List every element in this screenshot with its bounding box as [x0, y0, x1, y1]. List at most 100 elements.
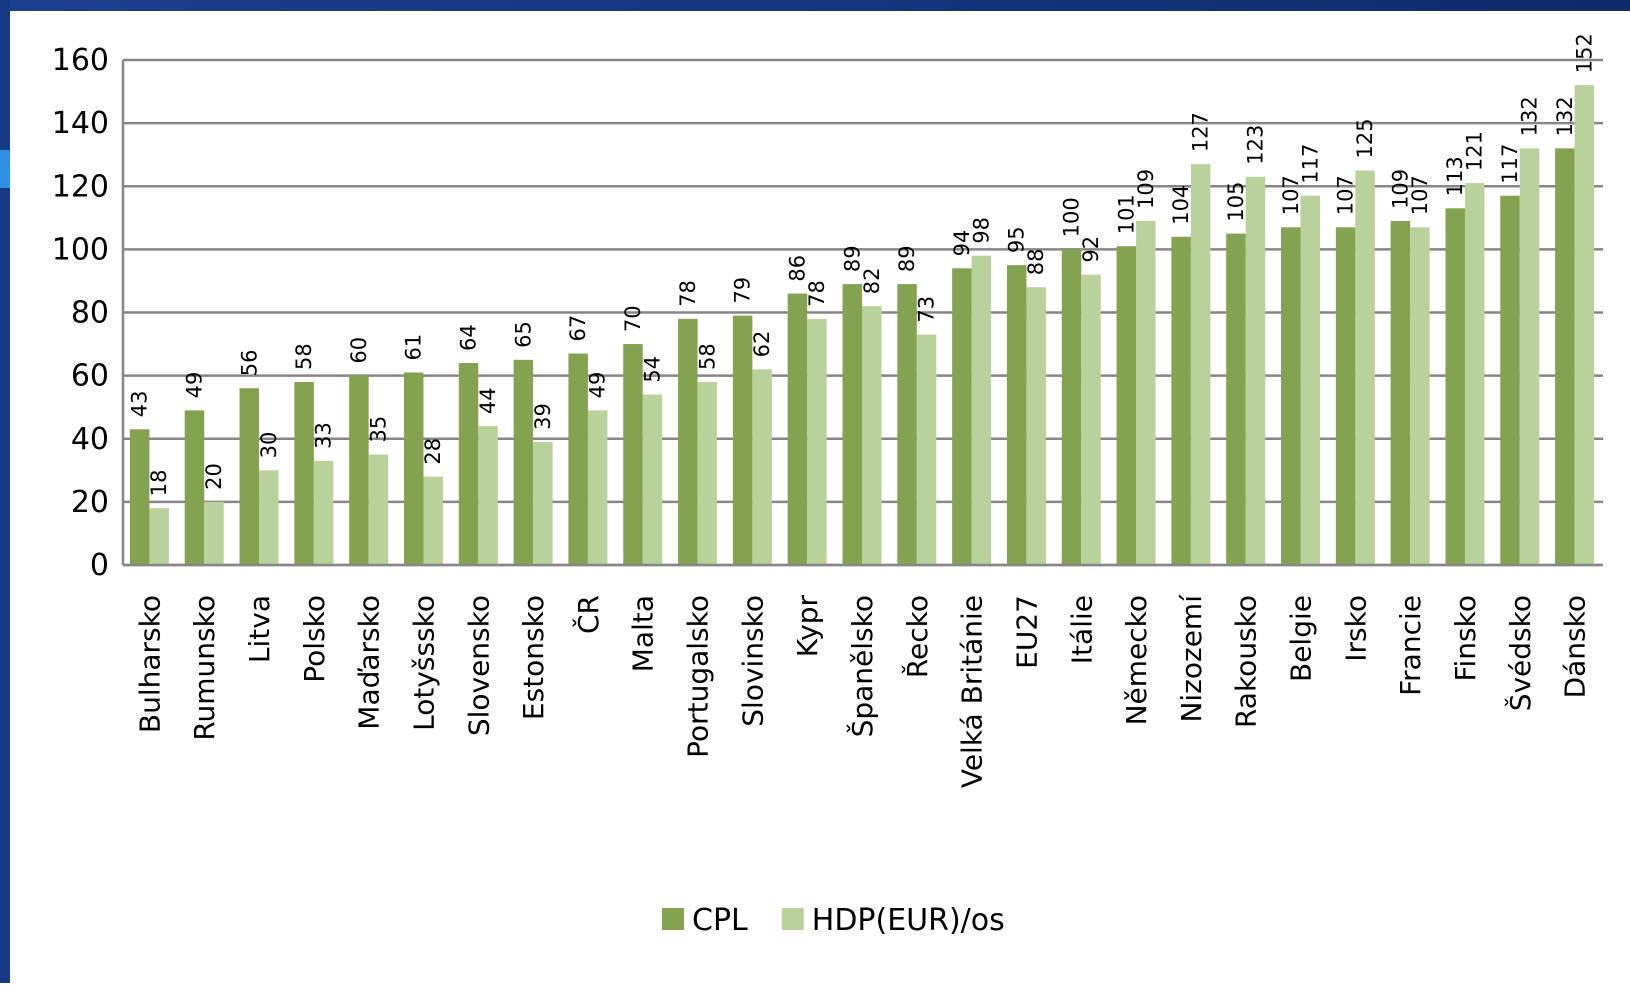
data-label: 54	[640, 356, 664, 383]
data-label: 86	[785, 255, 809, 282]
bar	[458, 363, 479, 565]
bar	[1171, 236, 1191, 565]
bar	[129, 429, 150, 565]
data-label: 121	[1463, 131, 1487, 171]
data-label: 152	[1572, 33, 1596, 73]
y-tick-label: 0	[90, 548, 109, 583]
data-label: 35	[366, 416, 390, 443]
data-label: 58	[292, 343, 316, 370]
bar	[204, 501, 224, 565]
x-tick-label: Velká Británie	[956, 595, 989, 788]
data-label: 56	[237, 350, 261, 377]
legend: CPL HDP(EUR)/os	[662, 903, 1005, 938]
x-tick-label: Lotyšssko	[407, 595, 440, 731]
y-tick-label: 80	[71, 296, 109, 331]
data-label: 73	[915, 296, 939, 323]
bar	[368, 454, 389, 565]
data-label: 89	[840, 245, 864, 272]
bar	[1519, 148, 1540, 565]
y-tick-label: 140	[52, 106, 109, 141]
x-tick-label: Dánsko	[1559, 595, 1592, 698]
legend-swatch	[662, 908, 684, 930]
legend-label: HDP(EUR)/os	[812, 903, 1005, 938]
data-label: 39	[531, 403, 555, 430]
bar	[787, 293, 808, 565]
data-label: 64	[457, 324, 481, 351]
x-tick-label: Slovensko	[462, 595, 495, 736]
bar	[862, 306, 882, 565]
bar	[897, 284, 917, 565]
frame-top	[0, 0, 1630, 11]
bar	[313, 460, 334, 565]
bar	[568, 353, 588, 565]
x-tick-label: Litva	[243, 595, 276, 663]
bar	[513, 359, 534, 565]
data-label: 109	[1388, 169, 1412, 209]
data-label: 117	[1498, 144, 1522, 184]
bar	[1500, 195, 1520, 565]
data-label: 123	[1243, 125, 1267, 165]
data-label: 107	[1334, 175, 1358, 215]
x-tick-label: Estonsko	[517, 595, 550, 720]
bar	[623, 344, 643, 565]
bar	[184, 410, 205, 565]
y-tick-label: 160	[52, 43, 109, 78]
x-tick-label: ČR	[571, 595, 605, 634]
bar	[533, 441, 553, 565]
x-tick-label: Finsko	[1449, 595, 1482, 682]
x-tick-label: Itálie	[1065, 595, 1098, 664]
data-label: 61	[402, 334, 426, 361]
frame-accent	[0, 150, 10, 188]
bar	[423, 476, 443, 565]
bar	[1245, 176, 1266, 565]
data-label: 82	[860, 267, 884, 294]
x-tick-label: Francie	[1394, 595, 1427, 696]
data-label: 89	[895, 245, 919, 272]
bar	[1555, 148, 1575, 565]
y-tick-label: 100	[52, 232, 109, 267]
data-label: 105	[1224, 182, 1248, 222]
bar	[842, 284, 862, 565]
data-label: 98	[969, 217, 993, 244]
y-tick-label: 20	[71, 485, 109, 520]
x-tick-label: Řecko	[900, 595, 934, 678]
data-label: 62	[750, 331, 774, 358]
bar	[1026, 287, 1046, 565]
data-label: 79	[731, 277, 755, 304]
legend-label: CPL	[692, 903, 748, 938]
data-label: 33	[312, 422, 336, 449]
x-tick-label: Slovinsko	[736, 595, 769, 727]
data-label: 49	[182, 372, 206, 399]
x-tick-label: Kypr	[791, 595, 824, 658]
data-label: 28	[421, 438, 445, 465]
bar	[259, 470, 279, 565]
bar	[678, 318, 698, 565]
bar	[1574, 85, 1595, 565]
data-label: 107	[1279, 175, 1303, 215]
data-label: 117	[1298, 144, 1322, 184]
bar	[1464, 183, 1485, 565]
bar	[1226, 233, 1246, 565]
y-tick-label: 60	[71, 359, 109, 394]
data-label: 101	[1114, 194, 1138, 234]
data-label: 70	[621, 305, 645, 332]
data-label: 95	[1005, 226, 1029, 253]
x-tick-label: Bulharsko	[133, 595, 166, 733]
frame-left	[0, 0, 10, 983]
bar	[1335, 227, 1356, 565]
x-tick-label: Nizozemí	[1175, 594, 1208, 723]
x-tick-label: Maďarsko	[353, 595, 386, 730]
bar	[642, 394, 663, 565]
bar	[1190, 164, 1211, 565]
data-label: 60	[347, 337, 371, 364]
bar	[1410, 227, 1430, 565]
bar	[1390, 220, 1411, 565]
bar	[732, 315, 753, 565]
data-label: 113	[1443, 156, 1467, 196]
x-tick-label: Irsko	[1339, 595, 1372, 662]
bar	[149, 508, 169, 565]
x-tick-label: Belgie	[1285, 595, 1318, 682]
bar	[1116, 246, 1137, 565]
bar	[1061, 249, 1082, 565]
